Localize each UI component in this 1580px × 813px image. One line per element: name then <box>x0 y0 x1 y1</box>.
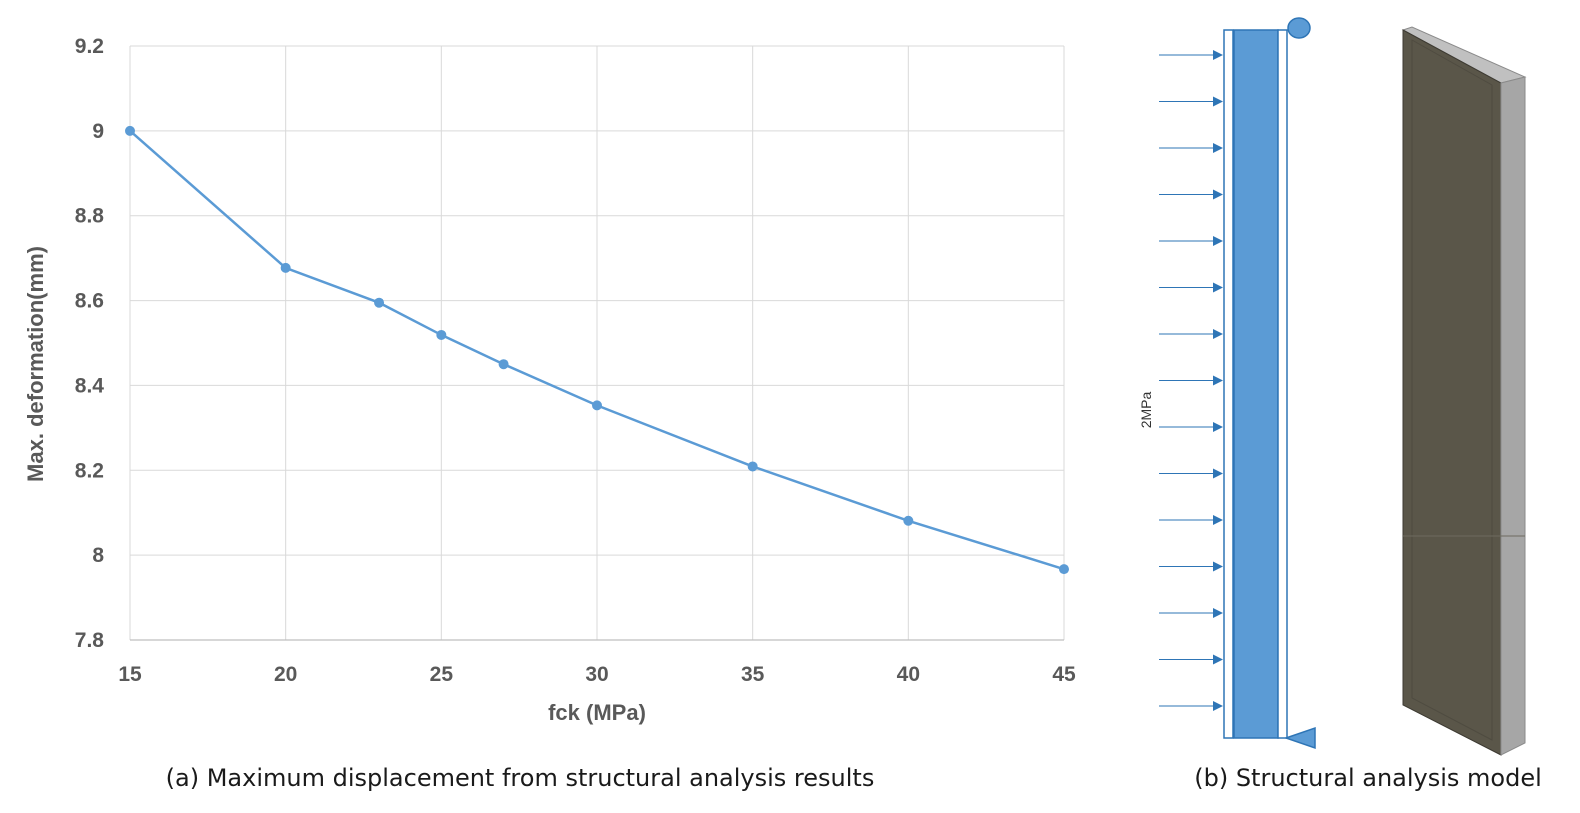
y-tick-label: 8.8 <box>75 205 105 228</box>
y-tick-labels: 7.8 8 8.2 8.4 8.6 8.8 9 9.2 <box>75 35 105 652</box>
data-point <box>374 297 385 308</box>
data-point <box>1059 564 1069 575</box>
wall-edge <box>1277 29 1288 739</box>
data-point <box>903 515 914 526</box>
load-arrow <box>1159 654 1223 665</box>
load-label: 2MPa <box>1138 392 1154 429</box>
load-arrow <box>1159 701 1223 711</box>
x-tick-label: 15 <box>118 663 142 686</box>
box-side-face <box>1500 76 1526 756</box>
structural-model: 2MPa <box>1138 17 1527 756</box>
x-tick-label: 20 <box>274 663 297 686</box>
load-arrow <box>1159 96 1223 107</box>
data-point <box>280 262 291 273</box>
box-inner-face <box>1411 39 1493 741</box>
y-tick-label: 8.2 <box>75 459 104 482</box>
load-arrow <box>1159 422 1223 432</box>
x-tick-label: 35 <box>741 663 765 686</box>
x-tick-label: 45 <box>1052 663 1076 686</box>
load-arrows <box>1159 50 1223 711</box>
data-point <box>498 359 509 370</box>
wall-3d-model <box>1401 26 1527 756</box>
series-line <box>125 125 1069 575</box>
load-arrow <box>1159 561 1223 572</box>
load-boundary <box>1223 29 1234 739</box>
caption-left: (a) Maximum displacement from structural… <box>166 764 875 792</box>
x-tick-label: 30 <box>585 663 608 686</box>
x-tick-labels: 15 20 25 30 35 40 45 <box>118 663 1076 686</box>
data-point <box>436 329 447 340</box>
wall-section <box>1233 29 1279 739</box>
data-point <box>747 461 758 472</box>
y-tick-label: 8 <box>92 544 104 567</box>
y-tick-label: 7.8 <box>75 629 105 652</box>
data-point <box>592 400 602 411</box>
load-arrow <box>1159 236 1223 246</box>
load-arrow <box>1159 329 1223 339</box>
deformation-chart: 7.8 8 8.2 8.4 8.6 8.8 9 9.2 15 20 25 30 35 40 45 fck … <box>23 35 1076 725</box>
pin-support <box>1283 726 1316 750</box>
load-arrow <box>1159 468 1223 479</box>
y-tick-label: 8.6 <box>75 290 104 313</box>
load-arrow <box>1159 50 1223 60</box>
roller-support <box>1287 17 1311 39</box>
load-arrow <box>1159 608 1223 618</box>
caption-right: (b) Structural analysis model <box>1194 764 1542 792</box>
chart-grid <box>129 45 1065 641</box>
x-tick-label: 25 <box>430 663 454 686</box>
load-arrow <box>1159 375 1223 386</box>
y-axis-title: Max. deformation(mm) <box>23 246 48 482</box>
load-arrow <box>1159 143 1223 153</box>
load-arrow <box>1159 282 1223 293</box>
x-tick-label: 40 <box>897 663 920 686</box>
load-arrow <box>1159 515 1223 525</box>
x-axis-title: fck (MPa) <box>548 700 646 725</box>
y-tick-label: 9 <box>92 120 104 143</box>
box-front-face <box>1402 29 1502 756</box>
load-arrow <box>1159 189 1223 200</box>
y-tick-label: 9.2 <box>75 35 104 58</box>
y-tick-label: 8.4 <box>75 374 105 397</box>
data-point <box>125 125 135 136</box>
